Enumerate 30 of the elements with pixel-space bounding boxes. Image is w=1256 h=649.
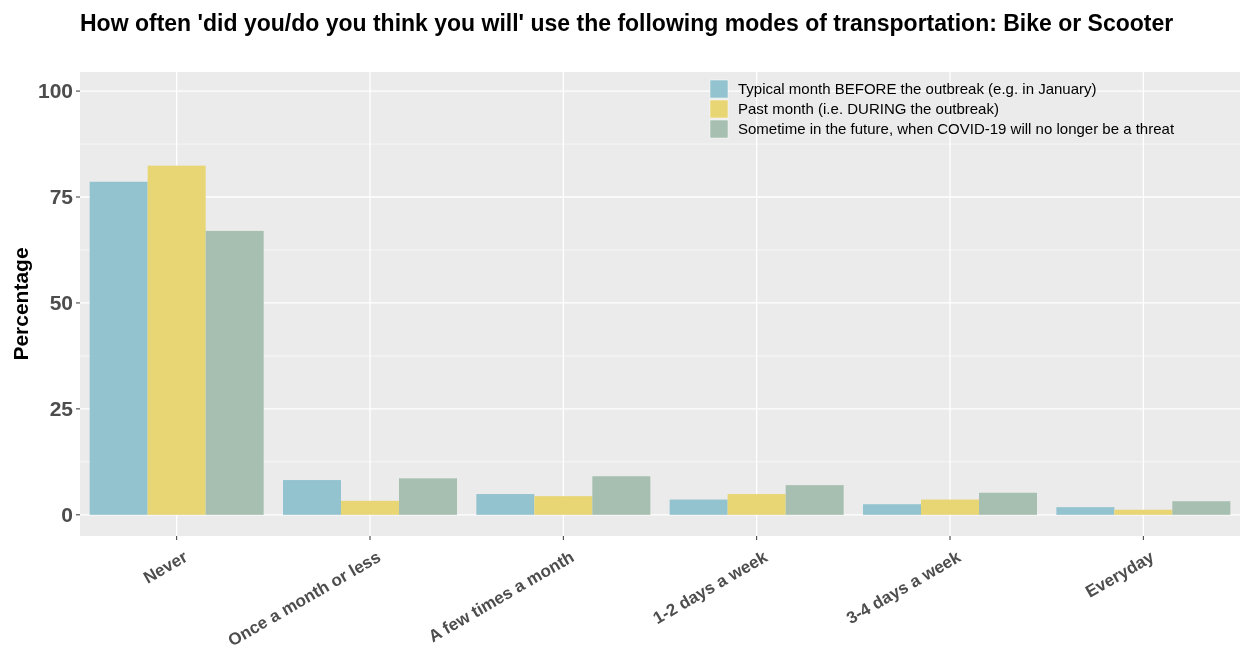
y-tick-label: 25: [49, 397, 74, 421]
y-axis-title: Percentage: [9, 247, 32, 361]
bar: [283, 480, 341, 515]
legend-label: Past month (i.e. DURING the outbreak): [738, 100, 999, 118]
y-tick-label: 0: [61, 503, 73, 527]
legend-label: Typical month BEFORE the outbreak (e.g. in January): [738, 80, 1097, 98]
x-tick-label: 3-4 days a week: [843, 547, 965, 629]
bar: [1172, 501, 1231, 515]
bar: [727, 494, 786, 515]
bar: [89, 181, 148, 515]
y-tick-label: 50: [49, 291, 73, 315]
y-tick-label: 100: [37, 79, 73, 103]
bar: [785, 485, 844, 515]
bar: [592, 476, 651, 515]
chart-title: How often 'did you/do you think you will' use the following modes of transportation: Bike or Scooter: [80, 10, 1174, 36]
bar: [1056, 507, 1115, 515]
legend-label: Sometime in the future, when COVID-19 will no longer be a threat: [738, 120, 1175, 138]
bar: [341, 500, 399, 515]
bar: [1114, 509, 1173, 515]
bar: [921, 499, 979, 515]
y-tick-label: 75: [49, 185, 74, 209]
bar: [863, 504, 921, 515]
bar: [476, 494, 535, 515]
x-tick-label: 1-2 days a week: [649, 547, 772, 629]
bar: [205, 230, 264, 515]
bar: [399, 478, 457, 515]
bar: [147, 165, 206, 515]
bar: [979, 492, 1037, 515]
bar: [534, 496, 593, 515]
bar: [669, 499, 728, 515]
